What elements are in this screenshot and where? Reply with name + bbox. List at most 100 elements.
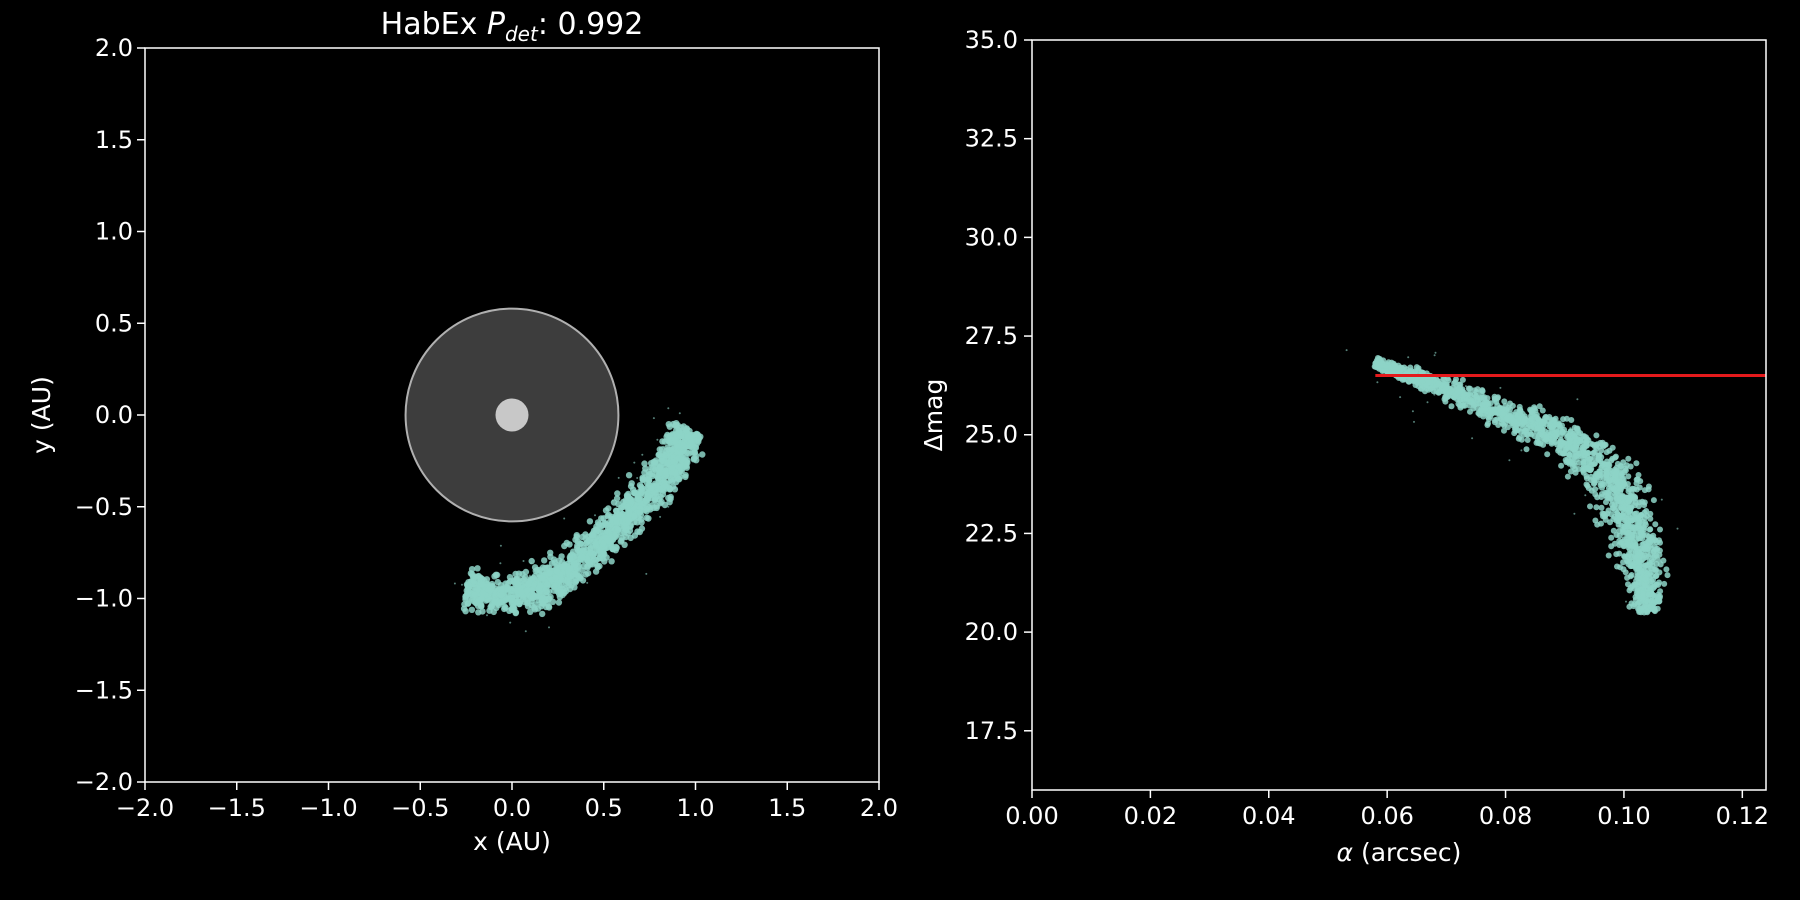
orbit-point	[601, 551, 608, 558]
orbit-point	[498, 586, 505, 593]
dmag-point	[1659, 560, 1662, 563]
orbit-point	[668, 446, 675, 453]
orbit-point	[501, 605, 508, 613]
orbit-point	[543, 580, 551, 588]
dmag-point	[1452, 379, 1459, 386]
orbit-point	[656, 438, 659, 441]
dmag-point	[1610, 516, 1617, 522]
orbit-point	[528, 602, 536, 609]
dmag-point	[1595, 452, 1602, 459]
dmag-point	[1636, 550, 1639, 553]
orbit-point	[661, 472, 663, 474]
orbit-point	[582, 571, 590, 578]
orbit-point	[633, 461, 636, 464]
orbit-point	[656, 482, 664, 489]
orbit-point	[612, 547, 619, 554]
orbit-x-tick-label: 1.5	[768, 794, 806, 822]
orbit-point	[563, 586, 566, 589]
orbit-point	[558, 582, 565, 589]
orbit-y-tick-label: 2.0	[95, 34, 133, 62]
orbit-point	[524, 581, 532, 589]
orbit-point	[548, 560, 556, 567]
dmag-point	[1595, 454, 1598, 456]
orbit-point	[684, 433, 691, 440]
orbit-point	[566, 580, 573, 587]
dmag-point	[1595, 461, 1598, 464]
dmag-point	[1425, 379, 1432, 386]
dmag-point	[1408, 368, 1414, 375]
dmag-panel: 0.00 0.02 0.04 0.06 0.08 0.10 0.12 17.5 20.0 22.…	[919, 26, 1769, 867]
dmag-point	[1559, 428, 1566, 435]
dmag-point	[1617, 476, 1620, 479]
orbit-point	[608, 527, 615, 534]
dmag-point	[1625, 473, 1632, 480]
dmag-point	[1555, 447, 1562, 454]
dmag-point	[1622, 569, 1629, 576]
dmag-point	[1465, 385, 1472, 392]
dmag-point	[1625, 600, 1627, 603]
orbit-point	[509, 621, 512, 624]
dmag-point	[1649, 605, 1656, 612]
orbit-point	[462, 608, 469, 615]
orbit-point	[693, 430, 700, 438]
orbit-point	[571, 584, 578, 591]
dmag-point	[1435, 380, 1442, 387]
dmag-point	[1652, 567, 1659, 574]
dmag-point	[1655, 608, 1658, 610]
dmag-point	[1629, 523, 1636, 530]
dmag-point	[1446, 389, 1453, 396]
dmag-point	[1406, 381, 1409, 384]
orbit-point	[667, 407, 670, 410]
orbit-point	[592, 540, 599, 547]
dmag-point	[1407, 356, 1410, 359]
orbit-point	[542, 603, 550, 611]
dmag-point	[1597, 487, 1599, 490]
dmag-point	[1520, 449, 1523, 452]
dmag-y-tick-label: 35.0	[965, 26, 1018, 54]
orbit-point	[471, 591, 478, 598]
orbit-point	[645, 572, 648, 575]
dmag-point	[1497, 415, 1504, 422]
orbit-point	[546, 570, 553, 577]
dmag-point	[1535, 434, 1542, 440]
orbit-point	[593, 547, 596, 550]
title-suffix: : 0.992	[538, 7, 644, 42]
orbit-point	[612, 531, 620, 538]
orbit-point	[584, 552, 587, 555]
orbit-point	[553, 568, 560, 575]
orbit-point	[587, 549, 595, 556]
orbit-point	[503, 586, 510, 593]
dmag-point	[1578, 452, 1581, 455]
orbit-point	[570, 548, 577, 555]
dmag-point	[1374, 355, 1381, 361]
dmag-point	[1632, 544, 1639, 551]
orbit-x-tick-label: 1.0	[676, 794, 714, 822]
orbit-point	[470, 578, 477, 585]
dmag-y-tick-label: 17.5	[965, 717, 1018, 745]
orbit-point	[479, 608, 486, 615]
dmag-point	[1544, 438, 1551, 445]
dmag-point	[1629, 533, 1636, 540]
dmag-point	[1568, 455, 1575, 462]
dmag-point	[1646, 558, 1649, 561]
dmag-point	[1610, 485, 1617, 492]
dmag-point	[1475, 410, 1482, 417]
orbit-y-axis-label: y (AU)	[27, 376, 56, 454]
orbit-point	[625, 472, 633, 479]
dmag-point	[1650, 548, 1657, 555]
orbit-point	[548, 626, 550, 629]
orbit-point	[671, 422, 679, 429]
orbit-point	[528, 574, 531, 577]
orbit-point	[561, 542, 568, 550]
orbit-point	[605, 537, 612, 544]
dmag-point	[1417, 385, 1424, 392]
dmag-point	[1470, 400, 1477, 407]
orbit-point	[476, 596, 479, 599]
orbit-point	[583, 539, 591, 546]
orbit-point	[530, 562, 533, 565]
dmag-point	[1531, 404, 1538, 411]
dmag-point	[1593, 504, 1600, 511]
orbit-point	[654, 475, 662, 482]
orbit-point	[578, 567, 581, 570]
dmag-point	[1644, 598, 1651, 605]
